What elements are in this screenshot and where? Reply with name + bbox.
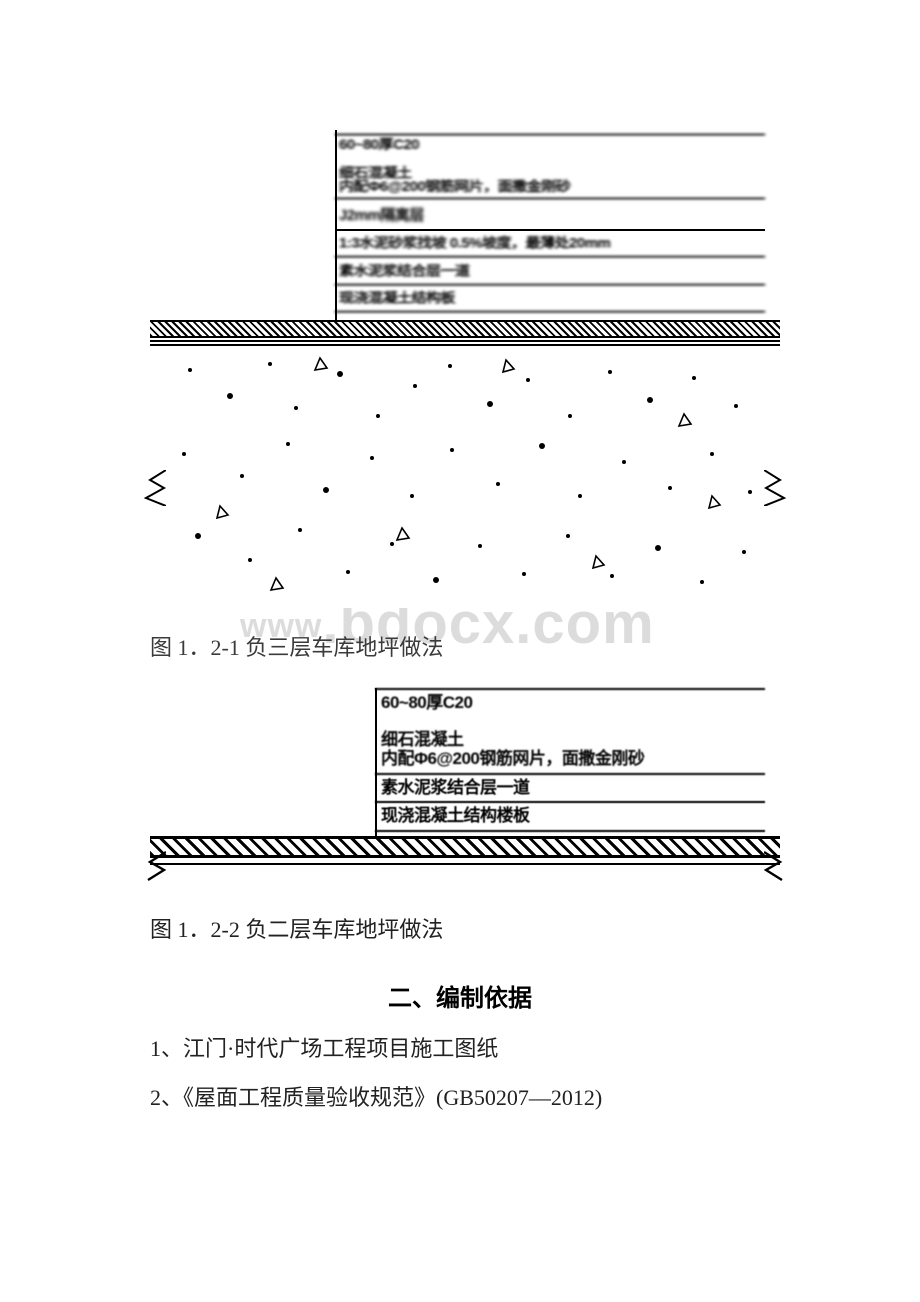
callout-row: 素水泥浆结合层一道 <box>335 260 765 285</box>
concrete-section <box>150 346 780 608</box>
callout-stack: 60~80厚C20 细石混凝土 内配Φ6@200钢筋网片，面撒金刚砂 素水泥浆结… <box>375 688 765 832</box>
section-break-icon <box>764 846 788 882</box>
callout-row: 60~80厚C20 细石混凝土 内配Φ6@200钢筋网片，面撒金刚砂 <box>335 134 765 200</box>
callout-row: 素水泥浆结合层一道 <box>375 775 765 804</box>
callout-text: 内配Φ6@200钢筋网片，面撒金刚砂 <box>339 181 761 195</box>
callout-row: 1:3水泥砂浆找坡 0.5%坡度，最薄处20mm <box>335 232 765 257</box>
list-item: 2、《屋面工程质量验收规范》(GB50207—2012) <box>150 1080 770 1115</box>
floor-section-diagram-2: 60~80厚C20 细石混凝土 内配Φ6@200钢筋网片，面撒金刚砂 素水泥浆结… <box>150 688 780 898</box>
hatched-layer-icon <box>150 836 780 858</box>
figure-caption-1: www.bdocx.com 图 1．2-1 负三层车库地坪做法 <box>150 630 770 662</box>
callout-row: 60~80厚C20 细石混凝土 内配Φ6@200钢筋网片，面撒金刚砂 <box>375 688 765 775</box>
caption-text: 图 1．2-2 负二层车库地坪做法 <box>150 917 443 942</box>
section-break-icon <box>142 846 166 882</box>
callout-text: 素水泥浆结合层一道 <box>381 778 530 797</box>
layer-line <box>150 863 780 865</box>
section-break-icon <box>764 470 788 506</box>
floor-section-diagram-1: 60~80厚C20 细石混凝土 内配Φ6@200钢筋网片，面撒金刚砂 J2mm隔… <box>150 130 780 620</box>
callout-stack: 60~80厚C20 细石混凝土 内配Φ6@200钢筋网片，面撒金刚砂 J2mm隔… <box>335 130 765 314</box>
callout-row: J2mm隔离层 <box>335 203 765 231</box>
callout-text: 60~80厚C20 细石混凝土 <box>339 138 761 181</box>
callout-text: 1:3水泥砂浆找坡 0.5%坡度，最薄处20mm <box>339 236 610 251</box>
hatched-layer-icon <box>150 320 780 338</box>
section-heading: 二、编制依据 <box>150 978 770 1013</box>
callout-text: 素水泥浆结合层一道 <box>339 263 470 278</box>
list-item: 1、江门·时代广场工程项目施工图纸 <box>150 1031 770 1066</box>
callout-text: 60~80厚C20 细石混凝土 <box>381 694 759 750</box>
callout-text: 现浇混凝土结构板 <box>339 291 455 306</box>
figure-caption-2: 图 1．2-2 负二层车库地坪做法 <box>150 912 770 944</box>
callout-row: 现浇混凝土结构楼板 <box>375 803 765 832</box>
caption-text: 图 1．2-1 负三层车库地坪做法 <box>150 635 443 660</box>
section-break-icon <box>142 470 166 506</box>
callout-text: J2mm隔离层 <box>339 207 424 224</box>
callout-text: 现浇混凝土结构楼板 <box>381 806 530 825</box>
layer-line <box>150 340 780 342</box>
callout-text: 内配Φ6@200钢筋网片，面撒金刚砂 <box>381 750 759 769</box>
callout-row: 现浇混凝土结构板 <box>335 288 765 313</box>
